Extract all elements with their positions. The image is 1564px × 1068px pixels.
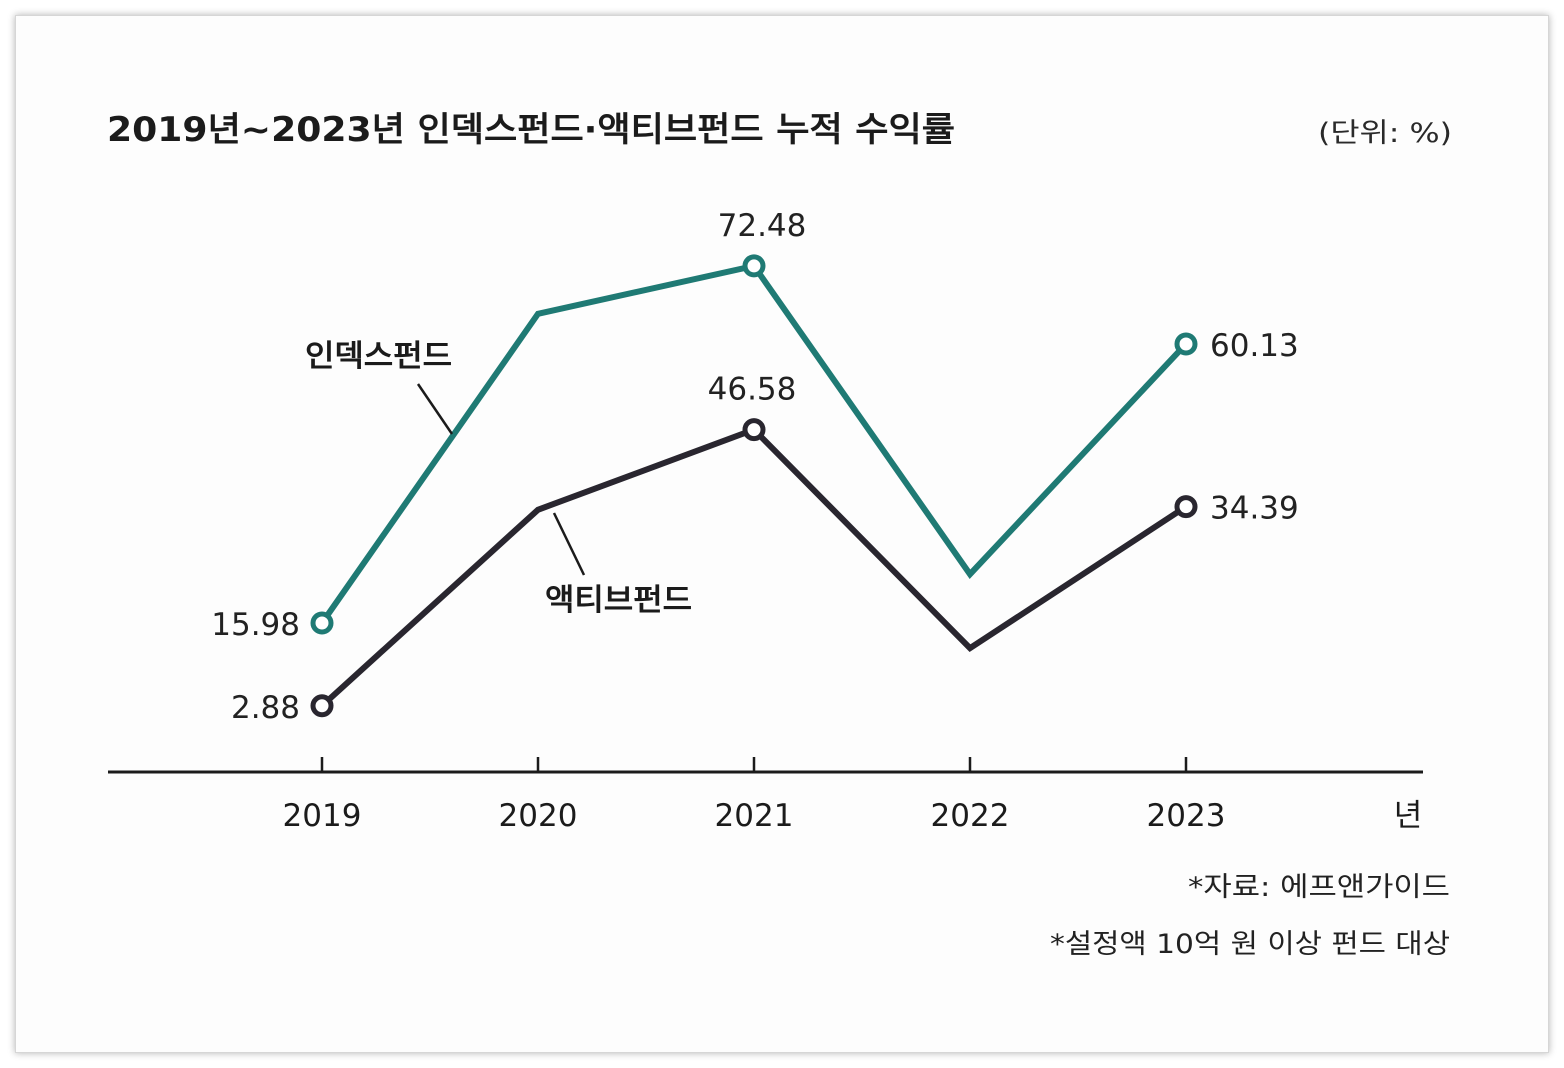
active-fund-value-label-2023: 34.39 xyxy=(1210,491,1299,527)
unit-label: (단위: %) xyxy=(1318,118,1452,149)
index-fund-marker-2019 xyxy=(310,611,334,635)
x-tick-label-2021: 2021 xyxy=(715,798,794,834)
plot-area: 15.98 72.48 60.13 2.88 46.58 34.39 xyxy=(211,208,1299,726)
index-fund-line xyxy=(319,262,1189,625)
index-fund-marker-2021 xyxy=(742,254,766,278)
series-label-active-fund-leader xyxy=(552,512,586,576)
index-fund-value-label-2019: 15.98 xyxy=(211,607,300,643)
active-fund-value-label-2019: 2.88 xyxy=(231,690,300,726)
active-fund-marker-2023 xyxy=(1174,495,1198,519)
x-tick-label-2023: 2023 xyxy=(1147,798,1226,834)
x-tick-label-2022: 2022 xyxy=(931,798,1010,834)
x-tick-label-2019: 2019 xyxy=(283,798,362,834)
source-note: *자료: 에프앤가이드 xyxy=(1188,872,1450,903)
index-fund-marker-2023 xyxy=(1174,332,1198,356)
chart-title: 2019년~2023년 인덱스펀드·액티브펀드 누적 수익률 xyxy=(107,110,955,150)
index-fund-value-label-2021: 72.48 xyxy=(718,208,807,244)
chart-card xyxy=(15,15,1549,1053)
criteria-note: *설정액 10억 원 이상 펀드 대상 xyxy=(1050,929,1450,960)
x-axis-unit-label: 년 xyxy=(1394,798,1423,834)
active-fund-marker-2019 xyxy=(310,694,334,718)
active-fund-value-label-2021: 46.58 xyxy=(708,372,797,408)
series-label-index-fund-leader xyxy=(416,383,454,435)
x-axis-ticks: 2019 2020 2021 2022 2023 xyxy=(283,757,1226,834)
series-label-active-fund: 액티브펀드 xyxy=(545,583,692,618)
series-label-index-fund: 인덱스펀드 xyxy=(305,339,452,374)
index-fund-value-label-2023: 60.13 xyxy=(1210,328,1299,364)
active-fund-line xyxy=(319,426,1188,709)
active-fund-marker-2021 xyxy=(742,418,766,442)
x-tick-label-2020: 2020 xyxy=(499,798,578,834)
